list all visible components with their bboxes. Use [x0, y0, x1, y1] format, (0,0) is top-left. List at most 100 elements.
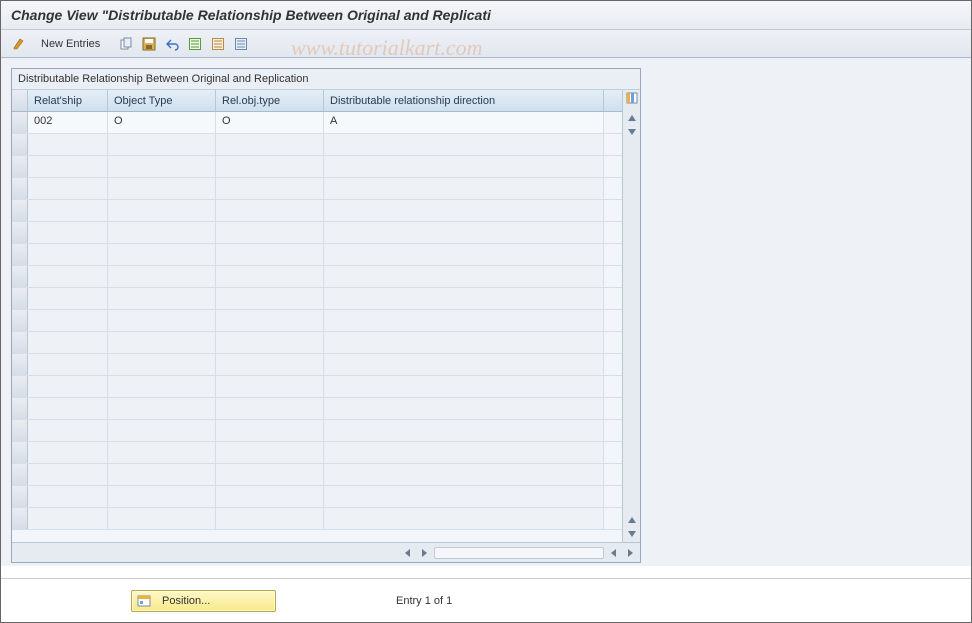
cell[interactable]: [324, 222, 604, 243]
cell[interactable]: [324, 354, 604, 375]
cell[interactable]: [108, 508, 216, 529]
row-selector[interactable]: [12, 266, 28, 287]
cell[interactable]: [28, 354, 108, 375]
cell[interactable]: [216, 332, 324, 353]
col-header-object-type[interactable]: Object Type: [108, 90, 216, 111]
table-row[interactable]: [12, 508, 622, 530]
row-selector[interactable]: [12, 486, 28, 507]
cell[interactable]: [216, 134, 324, 155]
cell[interactable]: [28, 310, 108, 331]
cell[interactable]: [28, 266, 108, 287]
save-icon[interactable]: [139, 34, 159, 54]
scroll-left-icon[interactable]: [402, 547, 414, 559]
cell[interactable]: [108, 178, 216, 199]
col-header-relationship[interactable]: Relat'ship: [28, 90, 108, 111]
cell[interactable]: [216, 200, 324, 221]
cell[interactable]: [324, 266, 604, 287]
cell[interactable]: [216, 354, 324, 375]
cell[interactable]: [108, 222, 216, 243]
row-selector[interactable]: [12, 332, 28, 353]
table-row[interactable]: [12, 442, 622, 464]
cell[interactable]: [108, 200, 216, 221]
row-selector[interactable]: [12, 310, 28, 331]
select-all-icon[interactable]: [185, 34, 205, 54]
cell[interactable]: [28, 288, 108, 309]
deselect-all-icon[interactable]: [208, 34, 228, 54]
table-row[interactable]: [12, 244, 622, 266]
row-selector[interactable]: [12, 222, 28, 243]
cell[interactable]: O: [108, 112, 216, 133]
cell[interactable]: [216, 398, 324, 419]
cell[interactable]: [324, 134, 604, 155]
scroll-right-icon[interactable]: [418, 547, 430, 559]
cell[interactable]: [324, 200, 604, 221]
cell[interactable]: [216, 266, 324, 287]
cell[interactable]: [216, 376, 324, 397]
cell[interactable]: [28, 244, 108, 265]
copy-icon[interactable]: [116, 34, 136, 54]
scroll-down-bottom-icon[interactable]: [626, 528, 638, 540]
cell[interactable]: [108, 266, 216, 287]
cell[interactable]: [28, 442, 108, 463]
cell[interactable]: [324, 442, 604, 463]
cell[interactable]: [216, 222, 324, 243]
undo-icon[interactable]: [162, 34, 182, 54]
cell[interactable]: [108, 398, 216, 419]
cell[interactable]: [28, 376, 108, 397]
col-header-rel-obj-type[interactable]: Rel.obj.type: [216, 90, 324, 111]
row-selector[interactable]: [12, 420, 28, 441]
table-row[interactable]: [12, 354, 622, 376]
row-selector[interactable]: [12, 508, 28, 529]
cell[interactable]: [324, 332, 604, 353]
row-selector[interactable]: [12, 200, 28, 221]
cell[interactable]: [324, 464, 604, 485]
cell[interactable]: [216, 464, 324, 485]
scroll-up-icon[interactable]: [626, 112, 638, 124]
table-row[interactable]: [12, 464, 622, 486]
cell[interactable]: [28, 200, 108, 221]
cell[interactable]: [324, 310, 604, 331]
row-selector[interactable]: [12, 134, 28, 155]
cell[interactable]: [108, 486, 216, 507]
cell[interactable]: O: [216, 112, 324, 133]
cell[interactable]: [216, 244, 324, 265]
cell[interactable]: [216, 508, 324, 529]
cell[interactable]: [216, 486, 324, 507]
horizontal-scrollbar[interactable]: [12, 542, 640, 562]
toggle-edit-icon[interactable]: [9, 34, 29, 54]
row-selector[interactable]: [12, 288, 28, 309]
cell[interactable]: [28, 156, 108, 177]
cell[interactable]: [324, 156, 604, 177]
cell[interactable]: [324, 486, 604, 507]
row-selector[interactable]: [12, 376, 28, 397]
cell[interactable]: [28, 420, 108, 441]
scroll-left-end-icon[interactable]: [608, 547, 620, 559]
table-row[interactable]: [12, 156, 622, 178]
cell[interactable]: [28, 222, 108, 243]
cell[interactable]: [324, 508, 604, 529]
scroll-up-bottom-icon[interactable]: [626, 514, 638, 526]
row-selector[interactable]: [12, 178, 28, 199]
cell[interactable]: [324, 398, 604, 419]
cell[interactable]: [108, 376, 216, 397]
table-row[interactable]: 002OOA: [12, 112, 622, 134]
cell[interactable]: [216, 178, 324, 199]
scroll-right-end-icon[interactable]: [624, 547, 636, 559]
row-selector[interactable]: [12, 354, 28, 375]
cell[interactable]: [108, 310, 216, 331]
row-selector[interactable]: [12, 442, 28, 463]
cell[interactable]: [108, 464, 216, 485]
table-row[interactable]: [12, 134, 622, 156]
position-button[interactable]: Position...: [131, 590, 276, 612]
table-row[interactable]: [12, 288, 622, 310]
cell[interactable]: [324, 244, 604, 265]
table-row[interactable]: [12, 178, 622, 200]
cell[interactable]: [216, 288, 324, 309]
table-row[interactable]: [12, 486, 622, 508]
row-selector-header[interactable]: [12, 90, 28, 111]
new-entries-button[interactable]: New Entries: [32, 35, 109, 53]
cell[interactable]: A: [324, 112, 604, 133]
cell[interactable]: [108, 288, 216, 309]
cell[interactable]: [28, 464, 108, 485]
table-row[interactable]: [12, 222, 622, 244]
